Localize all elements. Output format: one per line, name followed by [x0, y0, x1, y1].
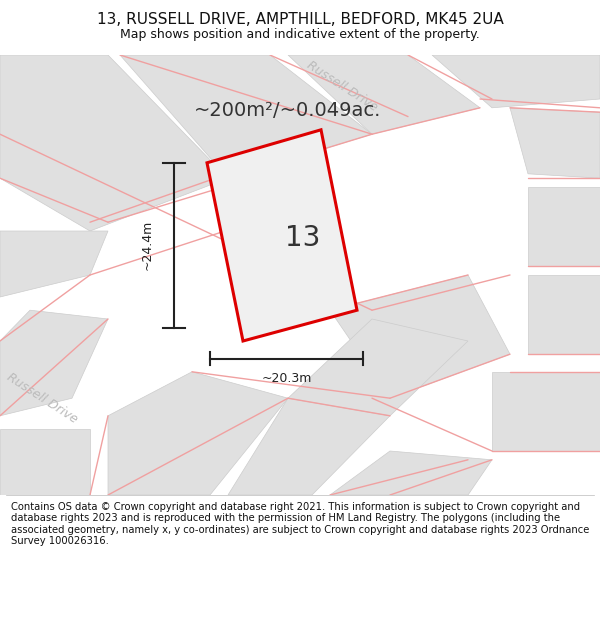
Polygon shape: [432, 55, 600, 108]
Text: Map shows position and indicative extent of the property.: Map shows position and indicative extent…: [120, 28, 480, 41]
Text: Russell Drive: Russell Drive: [304, 58, 380, 114]
Polygon shape: [528, 187, 600, 266]
Text: 13: 13: [286, 224, 320, 252]
Polygon shape: [0, 55, 228, 231]
Text: ~200m²/~0.049ac.: ~200m²/~0.049ac.: [194, 101, 382, 119]
Polygon shape: [108, 372, 288, 495]
Text: Russell Drive: Russell Drive: [4, 371, 80, 426]
Polygon shape: [330, 275, 510, 398]
Polygon shape: [492, 372, 600, 451]
Polygon shape: [528, 275, 600, 354]
Text: Contains OS data © Crown copyright and database right 2021. This information is : Contains OS data © Crown copyright and d…: [11, 501, 589, 546]
Polygon shape: [288, 55, 480, 134]
Text: 13, RUSSELL DRIVE, AMPTHILL, BEDFORD, MK45 2UA: 13, RUSSELL DRIVE, AMPTHILL, BEDFORD, MK…: [97, 12, 503, 27]
Polygon shape: [510, 107, 600, 178]
Polygon shape: [288, 319, 468, 416]
Polygon shape: [120, 55, 372, 178]
Polygon shape: [207, 130, 357, 341]
Polygon shape: [330, 451, 492, 495]
Text: ~20.3m: ~20.3m: [262, 372, 311, 385]
Polygon shape: [0, 429, 90, 495]
Polygon shape: [0, 231, 108, 297]
Text: ~24.4m: ~24.4m: [140, 220, 154, 271]
Polygon shape: [0, 310, 108, 416]
Polygon shape: [228, 398, 390, 495]
